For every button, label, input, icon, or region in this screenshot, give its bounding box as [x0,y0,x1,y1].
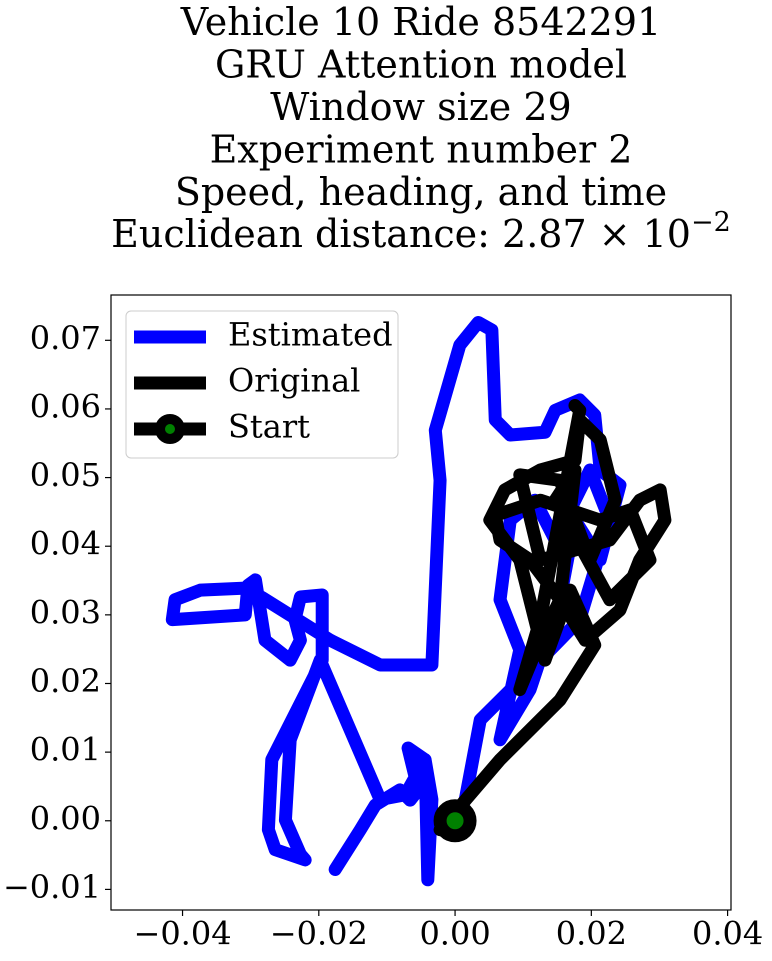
x-tick-label: −0.04 [134,915,232,953]
trajectory [165,315,627,887]
metric-label: Euclidean distance: 2.87 × 10 [111,212,691,256]
title-line: Experiment number 2 [210,128,633,172]
legend-marker [155,414,185,444]
x-tick-label: 0.04 [692,915,763,953]
legend-label: Start [228,408,310,446]
legend: Estimated Original Start [125,310,399,459]
title-line: GRU Attention model [215,43,627,87]
x-tick-label: 0.00 [419,915,490,953]
plot-area [165,315,672,887]
y-tick-label: 0.00 [30,799,101,837]
y-tick-label: 0.07 [30,319,101,357]
trajectory [433,399,672,837]
y-tick-label: −0.01 [3,868,101,906]
y-tick-label: 0.02 [30,662,101,700]
y-tick-label: 0.05 [30,456,101,494]
y-tick-label: 0.04 [30,525,101,563]
y-tick-label: 0.06 [30,387,101,425]
title-line: Speed, heading, and time [175,170,667,214]
y-tick-label: 0.01 [30,731,101,769]
title-line: Vehicle 10 Ride 8542291 [180,0,661,44]
legend-label: Original [228,362,360,400]
x-tick-label: −0.02 [270,915,368,953]
y-tick-label: 0.03 [30,593,101,631]
metric-exponent: −2 [691,207,731,238]
metric-title: Euclidean distance: 2.87 × 10−2 [111,207,731,256]
axes-frame [110,294,732,911]
title-line: Window size 29 [270,85,571,129]
legend-label: Estimated [228,316,393,354]
x-tick-label: 0.02 [556,915,627,953]
legend-box [125,310,399,459]
start-marker [433,799,477,843]
